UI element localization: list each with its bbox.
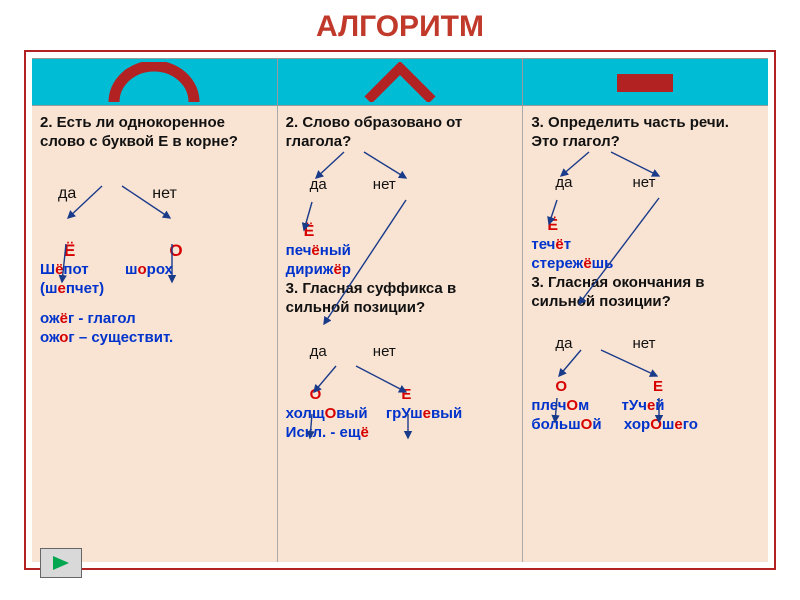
- col3-yes: да: [555, 174, 572, 193]
- col1-ex1: Шёпот шорох: [40, 261, 269, 280]
- col2-question2: 3. Гласная суффикса в сильной позиции?: [286, 280, 515, 318]
- col3-examples1: плечОм тУчей: [531, 397, 760, 416]
- col2-no2: нет: [373, 343, 396, 362]
- col2-letter-yo: Ё: [286, 223, 315, 240]
- col3-E: Е: [653, 378, 663, 397]
- col2-E: Е: [401, 386, 411, 405]
- col3-w1: течёт: [531, 236, 760, 255]
- col2-w2: дирижёр: [286, 261, 515, 280]
- col2-examples: холщОвый грУшевый: [286, 405, 515, 424]
- col1-letter-yo: Ё: [64, 240, 75, 261]
- col-root: 2. Есть ли однокоренное слово с буквой Е…: [32, 106, 278, 562]
- col3-question: 3. Определить часть речи. Это глагол?: [531, 114, 760, 152]
- algorithm-frame: 2. Есть ли однокоренное слово с буквой Е…: [24, 50, 776, 570]
- header-arc: [32, 59, 278, 105]
- col2-no: нет: [373, 176, 396, 195]
- col3-no: нет: [632, 174, 655, 193]
- col-suffix: 2. Слово образовано от глагола? да нет Ё…: [278, 106, 524, 562]
- col2-yes: да: [310, 176, 327, 195]
- col1-ex4: ожог – существит.: [40, 329, 269, 348]
- col2-w1: печёный: [286, 242, 515, 261]
- col3-letter-yo: Ё: [531, 217, 558, 234]
- col3-no2: нет: [632, 335, 655, 354]
- col3-w2: стережёшь: [531, 255, 760, 274]
- col3-yes2: да: [555, 335, 572, 354]
- col2-iskl: Искл. - ещё: [286, 424, 515, 443]
- col2-yes2: да: [310, 343, 327, 362]
- col1-no: нет: [152, 184, 177, 204]
- col3-question2: 3. Гласная окончания в сильной позиции?: [531, 274, 760, 312]
- col1-ex3: ожёг - глагол: [40, 310, 269, 329]
- root-arc-icon: [104, 62, 204, 102]
- col2-question: 2. Слово образовано от глагола?: [286, 114, 515, 152]
- col3-O: О: [555, 378, 567, 397]
- play-icon: [50, 554, 72, 572]
- suffix-caret-icon: [360, 62, 440, 102]
- header-band: [32, 58, 768, 106]
- next-button[interactable]: [40, 548, 82, 578]
- header-caret: [278, 59, 524, 105]
- col3-examples2: большОй хорОшего: [531, 416, 760, 435]
- col-ending: 3. Определить часть речи. Это глагол? да…: [523, 106, 768, 562]
- col1-ex2: (шепчет): [40, 280, 269, 299]
- col1-yes: да: [58, 184, 76, 204]
- header-rect: [523, 59, 768, 105]
- columns: 2. Есть ли однокоренное слово с буквой Е…: [32, 106, 768, 562]
- ending-rect-icon: [611, 62, 681, 102]
- main-title: АЛГОРИТМ: [0, 0, 800, 50]
- col1-letter-o: О: [169, 240, 182, 261]
- col1-question: 2. Есть ли однокоренное слово с буквой Е…: [40, 114, 269, 152]
- col2-O: О: [310, 386, 322, 405]
